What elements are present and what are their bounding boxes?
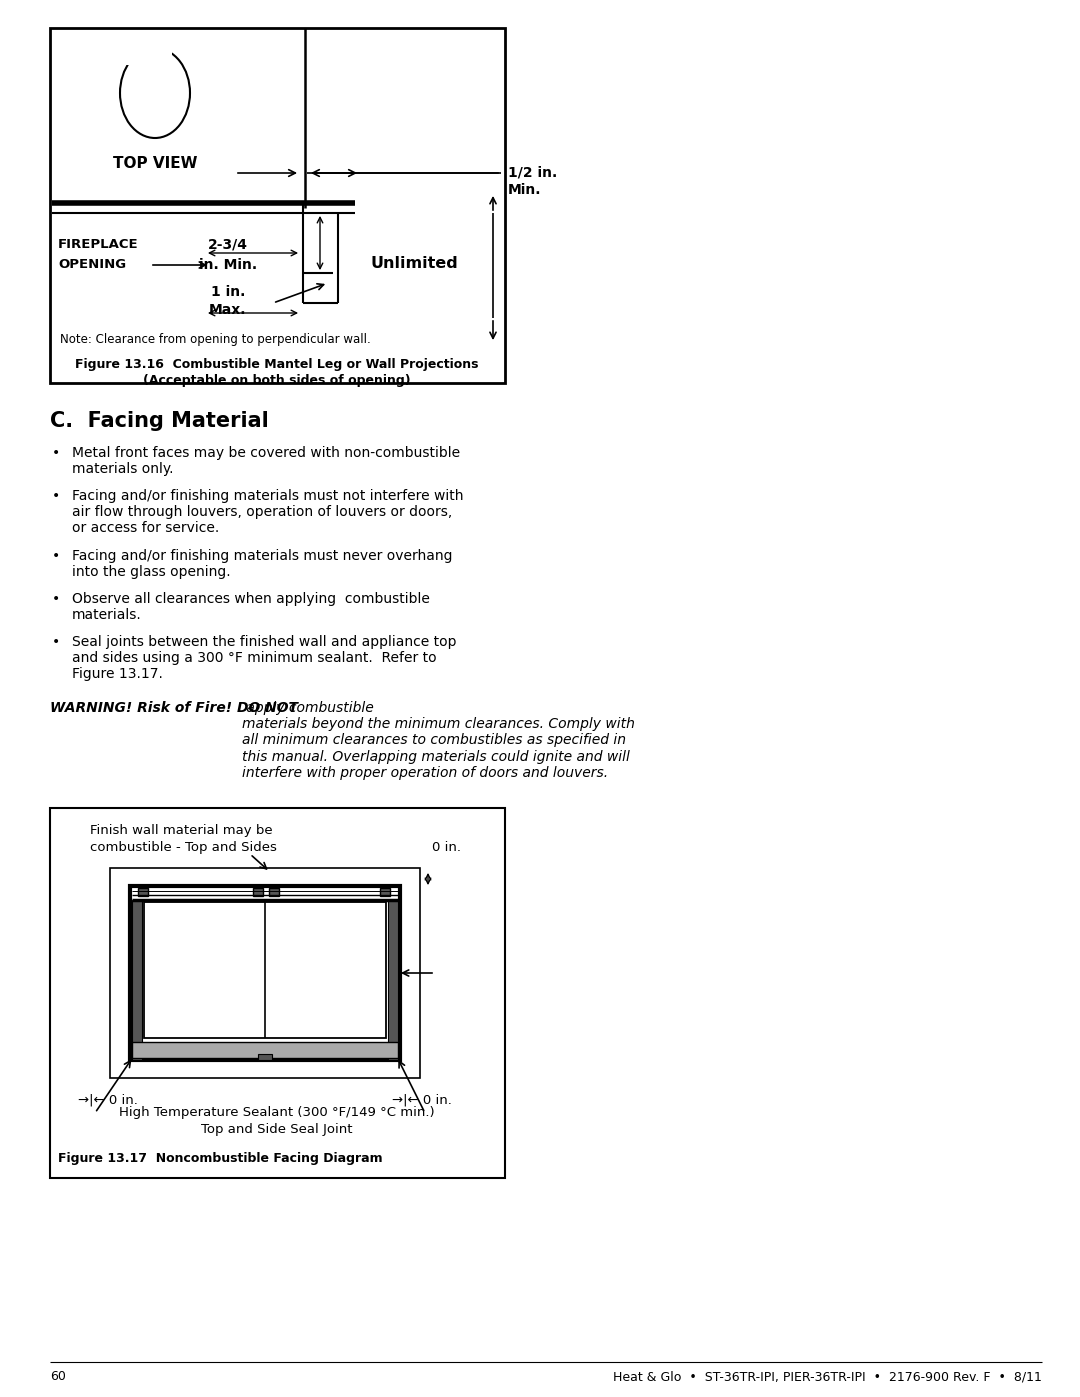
- Bar: [269, 888, 279, 895]
- Ellipse shape: [120, 47, 190, 138]
- Text: Note: Clearance from opening to perpendicular wall.: Note: Clearance from opening to perpendi…: [60, 332, 370, 346]
- Text: 1 in.: 1 in.: [211, 285, 245, 299]
- Text: TOP VIEW: TOP VIEW: [112, 155, 198, 170]
- Bar: [258, 1053, 272, 1060]
- Text: →|← 0 in.: →|← 0 in.: [392, 1092, 451, 1106]
- Text: •: •: [52, 549, 60, 563]
- Bar: [388, 900, 399, 1060]
- Text: High Temperature Sealant (300 °F/149 °C min.): High Temperature Sealant (300 °F/149 °C …: [119, 1106, 435, 1119]
- Text: Facing and/or finishing materials must not interfere with
air flow through louve: Facing and/or finishing materials must n…: [72, 489, 463, 535]
- Text: Facing and/or finishing materials must never overhang
into the glass opening.: Facing and/or finishing materials must n…: [72, 549, 453, 580]
- Text: Observe all clearances when applying  combustible
materials.: Observe all clearances when applying com…: [72, 592, 430, 622]
- Bar: [50, 807, 505, 1178]
- Text: Max.: Max.: [210, 303, 246, 317]
- Text: →|← 0 in.: →|← 0 in.: [78, 1092, 138, 1106]
- Text: Min.: Min.: [508, 183, 541, 197]
- Text: 60: 60: [50, 1370, 66, 1383]
- Text: C.  Facing Material: C. Facing Material: [50, 411, 269, 432]
- Text: combustible - Top and Sides: combustible - Top and Sides: [90, 841, 276, 854]
- Text: Finish wall material may be: Finish wall material may be: [90, 824, 272, 837]
- Bar: [144, 902, 386, 1038]
- Bar: [52, 29, 172, 66]
- Text: apply combustible
materials beyond the minimum clearances. Comply with
all minim: apply combustible materials beyond the m…: [242, 701, 635, 780]
- Text: •: •: [52, 446, 60, 460]
- Text: Unlimited: Unlimited: [370, 256, 458, 271]
- Bar: [132, 900, 141, 1060]
- Text: 0 in.: 0 in.: [432, 841, 461, 854]
- Bar: [253, 888, 264, 895]
- Text: Seal joints between the finished wall and appliance top
and sides using a 300 °F: Seal joints between the finished wall an…: [72, 636, 457, 682]
- Bar: [50, 28, 505, 383]
- Text: FIREPLACE: FIREPLACE: [58, 237, 138, 251]
- Text: Heat & Glo  •  ST-36TR-IPI, PIER-36TR-IPI  •  2176-900 Rev. F  •  8/11: Heat & Glo • ST-36TR-IPI, PIER-36TR-IPI …: [613, 1370, 1042, 1383]
- Text: 2-3/4: 2-3/4: [208, 237, 248, 251]
- Bar: [138, 888, 148, 895]
- Text: •: •: [52, 489, 60, 503]
- Text: (Acceptable on both sides of opening): (Acceptable on both sides of opening): [144, 374, 410, 387]
- Text: Figure 13.17  Noncombustible Facing Diagram: Figure 13.17 Noncombustible Facing Diagr…: [58, 1153, 382, 1165]
- Text: in. Min.: in. Min.: [199, 258, 257, 272]
- Text: WARNING! Risk of Fire! DO NOT: WARNING! Risk of Fire! DO NOT: [50, 701, 298, 715]
- Text: Figure 13.16  Combustible Mantel Leg or Wall Projections: Figure 13.16 Combustible Mantel Leg or W…: [76, 358, 478, 372]
- Text: Top and Side Seal Joint: Top and Side Seal Joint: [201, 1123, 353, 1136]
- Bar: [130, 886, 400, 1060]
- Bar: [380, 888, 390, 895]
- Text: Metal front faces may be covered with non-combustible
materials only.: Metal front faces may be covered with no…: [72, 446, 460, 476]
- Bar: [132, 1042, 399, 1058]
- Bar: [110, 868, 420, 1078]
- Text: •: •: [52, 636, 60, 650]
- Text: •: •: [52, 592, 60, 606]
- Text: OPENING: OPENING: [58, 258, 126, 271]
- Text: 1/2 in.: 1/2 in.: [508, 165, 557, 179]
